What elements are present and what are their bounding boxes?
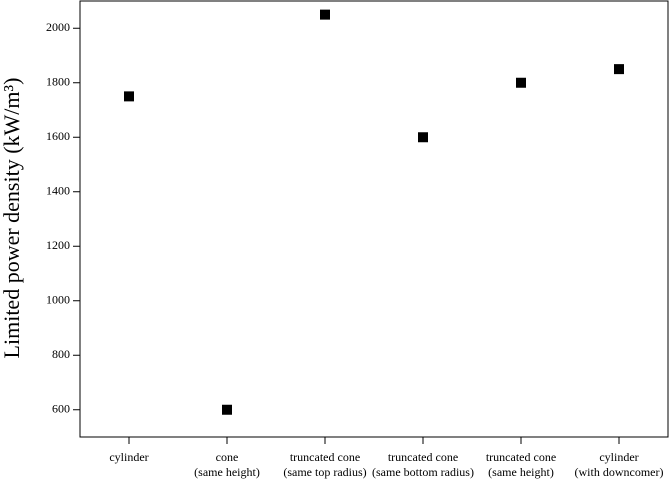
y-tick-label: 800 [52,347,70,361]
y-tick-label: 1200 [46,238,70,252]
x-tick-label: truncated cone (same top radius) [283,450,367,479]
y-tick-label: 1800 [46,75,70,89]
x-tick-label: truncated cone (same bottom radius) [372,450,474,479]
marker [222,404,232,415]
y-tick-label: 1400 [46,184,70,198]
y-tick-label: 1600 [46,129,70,143]
y-tick-label: 1000 [46,293,70,307]
x-tick-label: truncated cone (same height) [485,450,557,479]
x-tick-label: cylinder (with downcomer) [574,450,664,479]
y-tick-label: 600 [52,402,70,416]
y-axis-title: Limited power density (kW/m³) [0,77,24,359]
marker [516,77,526,88]
y-tick-label: 2000 [46,20,70,34]
marker [418,132,428,143]
marker [320,9,330,20]
plot-frame [79,0,669,438]
marker [614,64,624,75]
x-tick-label: cylinder [109,450,149,464]
marker [124,91,134,102]
x-tick-label: cone (same height) [194,450,260,479]
